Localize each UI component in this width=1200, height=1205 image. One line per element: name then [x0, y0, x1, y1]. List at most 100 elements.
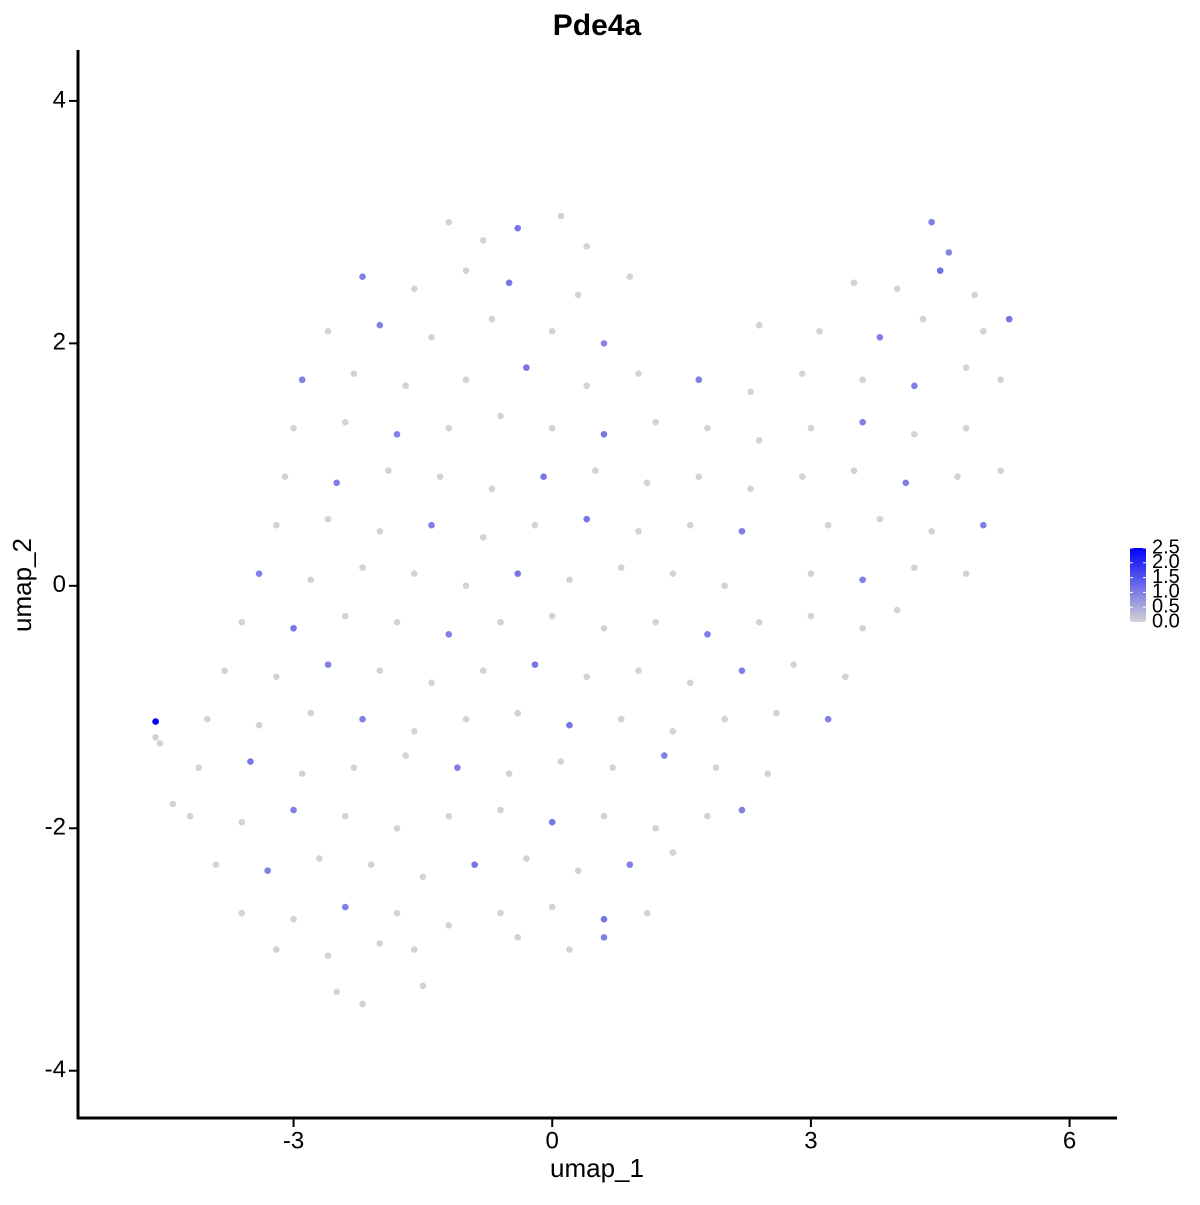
point	[617, 715, 625, 723]
point	[479, 667, 487, 674]
y-tick-label: 4	[53, 86, 66, 113]
point	[652, 824, 660, 832]
point	[419, 873, 427, 881]
point	[635, 667, 642, 674]
point	[385, 467, 392, 474]
point	[583, 382, 591, 390]
point	[273, 521, 280, 529]
point	[919, 315, 927, 323]
point	[747, 485, 754, 493]
point	[156, 740, 164, 747]
point	[428, 334, 435, 341]
point	[583, 243, 591, 250]
point	[436, 473, 444, 481]
x-tick-label: 0	[546, 1127, 559, 1154]
point	[798, 473, 806, 481]
point	[566, 576, 573, 584]
point	[186, 812, 194, 820]
point	[686, 679, 694, 687]
point	[169, 800, 177, 808]
point	[238, 818, 246, 826]
point	[954, 473, 961, 481]
point	[341, 612, 349, 620]
point	[574, 867, 582, 874]
point	[410, 946, 418, 953]
point	[462, 715, 470, 723]
point	[393, 618, 401, 626]
point	[997, 467, 1004, 474]
point	[859, 376, 866, 384]
point	[376, 321, 384, 329]
point	[773, 709, 780, 717]
point	[402, 752, 409, 759]
point	[264, 867, 271, 874]
point	[324, 661, 332, 668]
point	[454, 764, 461, 771]
point	[807, 612, 815, 620]
point	[695, 473, 703, 481]
point	[928, 527, 935, 535]
y-tick-label: -4	[45, 1056, 66, 1083]
point	[247, 758, 254, 765]
point	[583, 515, 591, 523]
point	[307, 576, 315, 584]
point	[341, 903, 349, 911]
point	[816, 327, 823, 335]
point	[324, 327, 332, 335]
point	[980, 521, 987, 529]
point	[290, 915, 297, 923]
point	[548, 818, 556, 826]
point	[876, 515, 884, 523]
point	[462, 376, 470, 384]
point	[548, 327, 556, 335]
point	[600, 340, 608, 347]
point	[393, 824, 401, 832]
point	[704, 812, 711, 820]
point	[359, 564, 366, 571]
y-axis-label: umap_2	[7, 538, 37, 632]
point	[238, 618, 246, 626]
colorbar-label: 1.0	[1152, 581, 1180, 603]
point	[195, 764, 203, 771]
point	[850, 279, 858, 287]
point	[505, 279, 513, 287]
point	[367, 861, 375, 868]
colorbar-label: 0.5	[1152, 595, 1180, 617]
point	[324, 952, 332, 959]
point	[626, 861, 634, 868]
colorbar-label: 2.5	[1152, 536, 1180, 558]
point	[600, 915, 608, 923]
point	[755, 321, 763, 329]
point	[410, 285, 418, 293]
point	[997, 376, 1004, 384]
point	[859, 624, 866, 632]
point	[962, 570, 970, 577]
point	[402, 382, 409, 390]
point	[876, 334, 884, 341]
colorbar-label: 1.5	[1152, 566, 1180, 588]
point	[609, 764, 616, 771]
point	[893, 606, 901, 614]
point	[755, 618, 763, 626]
point	[980, 327, 987, 335]
point	[376, 940, 384, 947]
point	[936, 267, 944, 274]
point	[617, 564, 625, 571]
point	[540, 473, 547, 481]
point	[850, 467, 858, 474]
point	[505, 770, 513, 778]
point	[298, 770, 306, 778]
point	[859, 418, 866, 426]
point	[643, 479, 651, 487]
point	[643, 909, 651, 917]
point	[488, 315, 496, 323]
point	[419, 982, 427, 990]
point	[523, 855, 530, 862]
point	[1005, 315, 1013, 323]
point	[911, 564, 918, 571]
point	[238, 909, 246, 917]
point	[747, 388, 754, 396]
point	[445, 812, 453, 820]
point	[807, 570, 815, 577]
